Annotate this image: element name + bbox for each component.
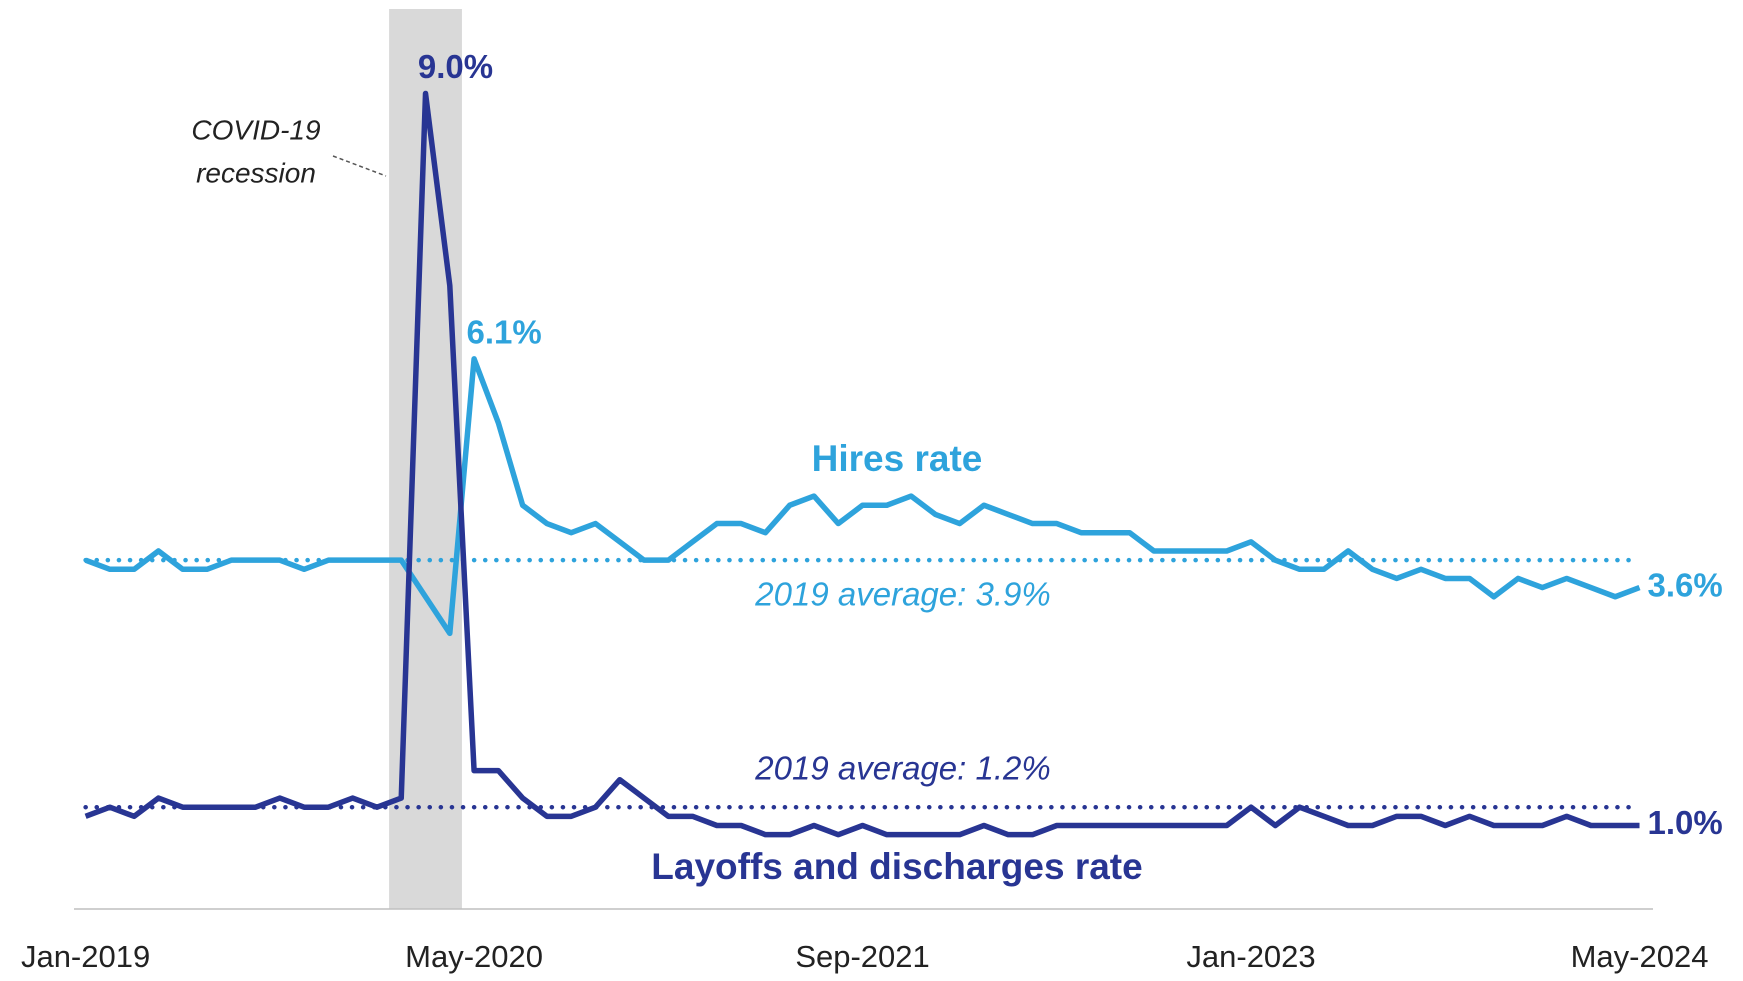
series-line bbox=[84, 356, 1641, 637]
x-tick-label: Jan-2019 bbox=[21, 939, 150, 974]
x-tick-label: Jan-2023 bbox=[1186, 939, 1315, 974]
data-label: 6.1% bbox=[466, 314, 541, 351]
series-label: Hires rate bbox=[812, 438, 983, 479]
x-tick-label: May-2024 bbox=[1571, 939, 1709, 974]
reference-label: 2019 average: 3.9% bbox=[754, 576, 1050, 613]
data-label: 1.0% bbox=[1648, 804, 1723, 841]
recession-label: COVID-19 bbox=[191, 114, 320, 145]
x-tick-label: May-2020 bbox=[405, 939, 543, 974]
series-label: Layoffs and discharges rate bbox=[651, 846, 1142, 887]
data-label: 9.0% bbox=[418, 48, 493, 85]
reference-label: 2019 average: 1.2% bbox=[754, 750, 1050, 787]
recession-leader bbox=[332, 155, 387, 177]
series-line bbox=[84, 90, 1640, 838]
data-label: 3.6% bbox=[1648, 566, 1723, 603]
recession-label: recession bbox=[196, 157, 316, 188]
x-tick-label: Sep-2021 bbox=[795, 939, 929, 974]
